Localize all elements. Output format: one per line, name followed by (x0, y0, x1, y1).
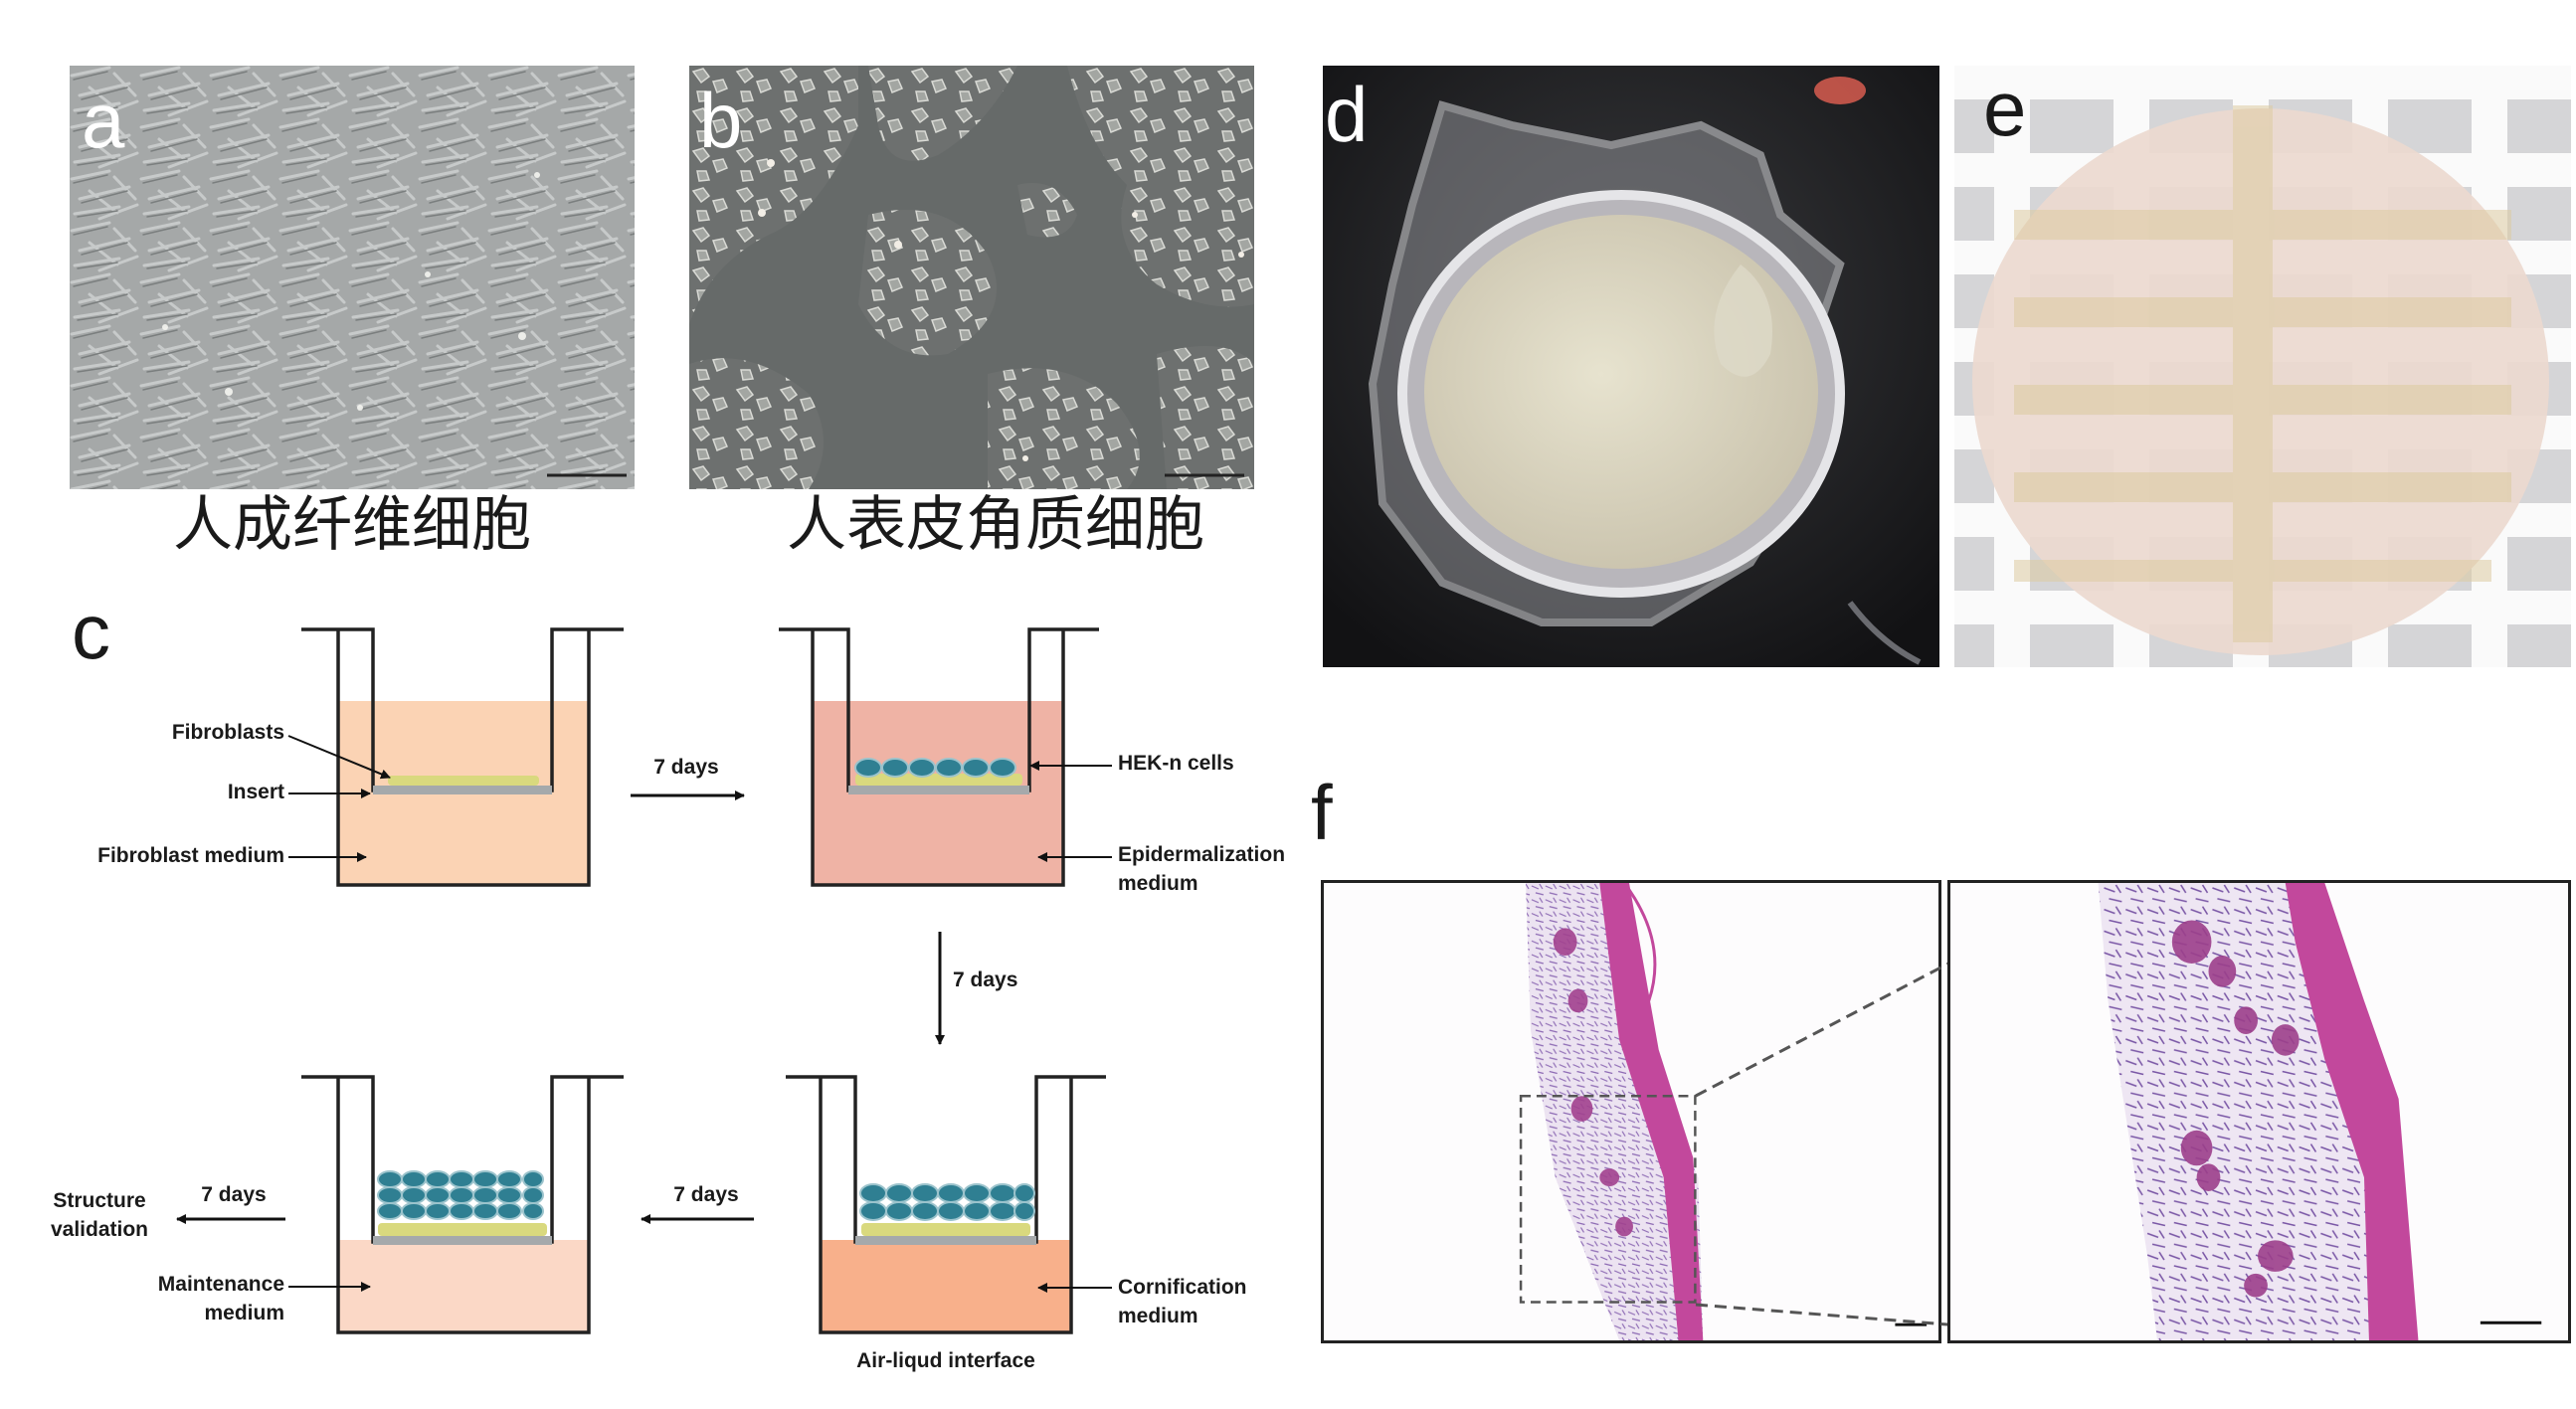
panel-b-caption: 人表皮角质细胞 (787, 490, 1204, 560)
fibroblast-medium-label: Fibroblast medium (97, 844, 284, 867)
fibroblasts-leader (287, 735, 391, 780)
structure-validation-label-line2: validation (50, 1218, 149, 1241)
cornification-medium-label-line1: Cornification (1118, 1276, 1247, 1299)
maintenance-medium-fill (338, 1240, 589, 1332)
keratinocyte-micrograph-image (689, 66, 1254, 489)
stratified-cell-layer (859, 1183, 1035, 1221)
mature-cell-layer (377, 1170, 544, 1220)
arrow1-duration-label: 7 days (653, 756, 719, 779)
hek-n-cell-layer (854, 758, 1016, 778)
panel-a-label: a (82, 77, 125, 164)
skin-equivalent-photo (1954, 66, 2571, 667)
well-step2 (779, 627, 1099, 887)
histology-overview (1321, 880, 1941, 1343)
panel-e-photo (1954, 66, 2571, 667)
well-step3 (786, 1075, 1106, 1334)
he-stain-overview-image (1519, 883, 1928, 1340)
panel-d-label: d (1325, 71, 1369, 158)
arrow3-duration-label: 7 days (673, 1183, 739, 1206)
epidermalization-medium-label-line2: medium (1118, 872, 1198, 895)
panel-b-micrograph (689, 66, 1254, 489)
transwell-insert-photo (1323, 66, 1939, 667)
insert-label: Insert (227, 781, 284, 803)
fibroblast-micrograph-image (70, 66, 635, 489)
arrow4-duration-label: 7 days (201, 1183, 267, 1206)
culture-protocol-diagram (176, 627, 1112, 1334)
arrow2-duration-label: 7 days (953, 969, 1018, 991)
panel-a-micrograph (70, 66, 635, 489)
well-step1 (301, 627, 624, 887)
hek-n-cells-label: HEK-n cells (1118, 752, 1234, 775)
panel-a-caption: 人成纤维细胞 (173, 490, 531, 560)
maintenance-medium-label-line2: medium (204, 1302, 284, 1324)
fibroblast-layer (388, 776, 539, 786)
histology-zoom (1947, 880, 2571, 1343)
fibroblasts-label: Fibroblasts (171, 721, 284, 744)
well-step4 (301, 1075, 624, 1334)
structure-validation-label-line1: Structure (53, 1189, 146, 1212)
epidermalization-medium-label-line1: Epidermalization (1118, 843, 1286, 866)
he-stain-zoom-image (2098, 883, 2542, 1340)
maintenance-medium-label-line1: Maintenance (157, 1273, 284, 1296)
panel-e-label: e (1983, 65, 2027, 152)
panel-d-photo (1323, 66, 1939, 667)
cornification-medium-label-line2: medium (1118, 1305, 1198, 1327)
air-liquid-interface-label: Air-liqud interface (856, 1349, 1035, 1372)
insert-membrane (373, 786, 552, 794)
panel-b-label: b (699, 77, 743, 164)
cornification-medium-fill (821, 1240, 1071, 1332)
panel-f-label: f (1311, 769, 1333, 856)
panel-c-label: c (72, 588, 110, 675)
